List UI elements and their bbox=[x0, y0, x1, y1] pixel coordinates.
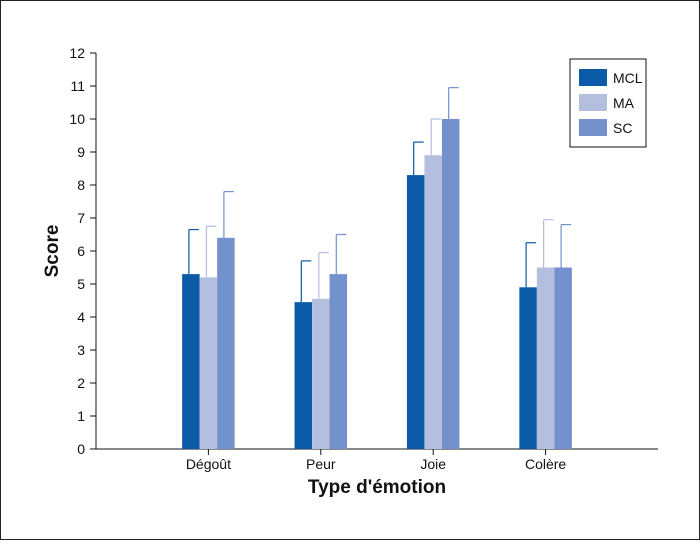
x-tick-label: Peur bbox=[306, 456, 336, 472]
bar bbox=[554, 267, 572, 449]
y-tick-label: 6 bbox=[77, 243, 85, 259]
bar bbox=[217, 237, 235, 449]
x-axis-title: Type d'émotion bbox=[308, 477, 446, 498]
x-tick-label: Colère bbox=[525, 456, 566, 472]
y-tick-label: 2 bbox=[77, 375, 85, 391]
y-tick-label: 5 bbox=[77, 276, 85, 292]
legend-label: MA bbox=[613, 95, 635, 111]
legend-swatch bbox=[579, 119, 607, 136]
x-axis: Dégoût Peur Joie Colère bbox=[96, 448, 658, 472]
bar bbox=[424, 155, 442, 450]
y-tick-label: 11 bbox=[70, 78, 85, 94]
bars-group bbox=[182, 87, 572, 450]
bar bbox=[312, 298, 330, 449]
y-tick-label: 0 bbox=[77, 441, 85, 457]
y-tick-label: 8 bbox=[77, 177, 85, 193]
y-tick-label: 12 bbox=[69, 45, 85, 61]
bar bbox=[294, 302, 313, 449]
y-axis-title: Score bbox=[42, 225, 63, 278]
legend-swatch bbox=[579, 94, 607, 111]
y-tick-label: 1 bbox=[77, 408, 85, 424]
legend-swatch bbox=[579, 69, 607, 86]
bar bbox=[519, 287, 537, 449]
legend-label: SC bbox=[613, 120, 632, 136]
legend: MCL MA SC bbox=[569, 58, 647, 148]
legend-label: MCL bbox=[613, 70, 643, 86]
y-tick-label: 3 bbox=[77, 342, 85, 358]
bar bbox=[441, 119, 460, 449]
y-tick-label: 7 bbox=[77, 210, 85, 226]
bar bbox=[199, 277, 218, 449]
bar bbox=[329, 274, 348, 449]
x-tick-label: Dégoût bbox=[186, 456, 231, 472]
x-tick-label: Joie bbox=[420, 456, 446, 472]
bar bbox=[406, 175, 425, 449]
y-tick-label: 10 bbox=[69, 111, 85, 127]
bar bbox=[536, 267, 555, 449]
y-tick-label: 4 bbox=[77, 309, 85, 325]
y-tick-label: 9 bbox=[77, 144, 85, 160]
bar bbox=[182, 274, 200, 449]
